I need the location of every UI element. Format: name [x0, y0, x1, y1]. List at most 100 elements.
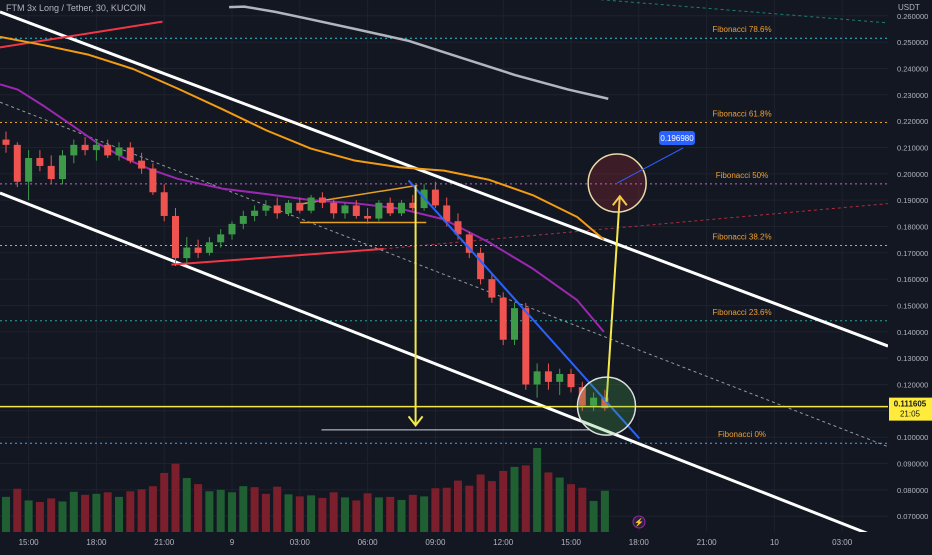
volume-bar	[408, 494, 417, 532]
volume-bar	[148, 486, 157, 532]
candle	[13, 142, 21, 187]
lightning-icon-circle	[632, 515, 646, 529]
candle	[194, 239, 202, 259]
dashed-teal-line	[598, 0, 889, 24]
arrow-up-shaft	[605, 196, 621, 402]
candle	[375, 200, 383, 222]
entry-circle	[576, 376, 637, 436]
volume-bar	[239, 486, 248, 532]
candle	[239, 210, 247, 230]
channel-lower-line	[0, 191, 889, 543]
volume-bar	[92, 493, 101, 532]
fib-level-label: Fibonacci 50%	[716, 171, 768, 180]
channel-upper-line	[0, 10, 889, 348]
candle-body	[59, 155, 66, 180]
candle-body	[352, 205, 360, 216]
time-tick-label: 15:00	[561, 538, 582, 547]
volume-bar	[397, 499, 406, 532]
price-tick-label: 0.100000	[897, 433, 928, 442]
candle-body	[160, 192, 168, 216]
volume-bar	[454, 480, 462, 532]
lightning-icon-glyph: ⚡	[634, 517, 644, 527]
candle-body	[556, 373, 564, 382]
fib-level-label: Fibonacci 78.6%	[712, 25, 771, 34]
candle	[2, 131, 10, 153]
time-tick-label: 09:00	[425, 538, 446, 547]
candle-body	[251, 210, 259, 216]
candle-body	[115, 147, 123, 156]
candle	[352, 200, 360, 219]
fib-level-label: Fibonacci 61.8%	[712, 109, 771, 118]
candle-body	[409, 202, 417, 209]
candle	[149, 163, 157, 195]
time-tick-label: 06:00	[358, 538, 379, 547]
candle-body	[285, 202, 292, 214]
volume-bar	[329, 492, 338, 532]
arrow-up-head	[612, 194, 628, 206]
time-tick-label: 15:00	[19, 538, 40, 547]
candle-body	[477, 252, 485, 280]
symbol-title[interactable]: FTM 3x Long / Tether, 30, KUCOIN	[6, 3, 146, 13]
grid	[0, 0, 888, 532]
candle	[556, 368, 564, 396]
candle-body	[183, 247, 191, 259]
volume-bar	[476, 474, 485, 532]
price-tick-label: 0.210000	[897, 143, 928, 152]
candle	[477, 247, 485, 285]
candle	[398, 200, 405, 216]
candle	[47, 155, 55, 185]
candle	[511, 302, 518, 346]
candle	[590, 392, 598, 411]
candle-body	[81, 144, 89, 151]
candle-body	[307, 197, 315, 211]
volume-bar	[103, 492, 112, 532]
candle-body	[601, 397, 609, 409]
price-tick-label: 0.230000	[897, 91, 928, 100]
volume-bar	[194, 484, 203, 532]
time-axis: 15:00 18:00 21:00 9 03:00 06:00 09:00 12:00 15:0…	[0, 532, 932, 550]
volume-bar	[58, 501, 67, 532]
volume-bar	[307, 495, 316, 532]
candle-body	[318, 197, 326, 203]
volume-bar	[261, 493, 270, 532]
candle-body	[375, 202, 383, 219]
candle-body	[239, 215, 247, 224]
candle-body	[13, 144, 21, 182]
volume-bar	[115, 496, 123, 532]
candle	[104, 139, 112, 159]
candle	[228, 221, 236, 240]
volume-bar	[126, 491, 135, 532]
volume-bar	[35, 501, 44, 532]
price-tick-label: 0.250000	[897, 38, 928, 47]
candle	[431, 181, 439, 209]
candle-body	[488, 279, 496, 298]
red-trendline-top	[0, 20, 163, 49]
volume-bar	[171, 463, 180, 532]
fib-level-label: Fibonacci 0%	[718, 430, 766, 439]
volume-bar	[555, 477, 564, 532]
volume-bar	[374, 497, 383, 532]
candle-body	[138, 160, 146, 169]
price-tick-label: 0.070000	[897, 512, 928, 521]
candle	[160, 184, 168, 222]
volume-bar	[2, 496, 10, 532]
volume-bar	[420, 496, 429, 532]
price-tick-label: 0.140000	[897, 328, 928, 337]
candle	[341, 202, 349, 219]
lightning-icon: ⚡	[632, 515, 646, 529]
candle	[205, 237, 213, 256]
candle	[92, 139, 100, 161]
candle	[59, 150, 66, 185]
candle	[138, 152, 146, 174]
candle	[330, 197, 338, 219]
channel-mid-dashed	[0, 101, 889, 448]
candle-body	[443, 205, 451, 222]
candle	[183, 237, 191, 264]
volume-bar	[465, 485, 474, 532]
volume-bar	[578, 487, 587, 532]
volume-bar	[521, 465, 530, 532]
